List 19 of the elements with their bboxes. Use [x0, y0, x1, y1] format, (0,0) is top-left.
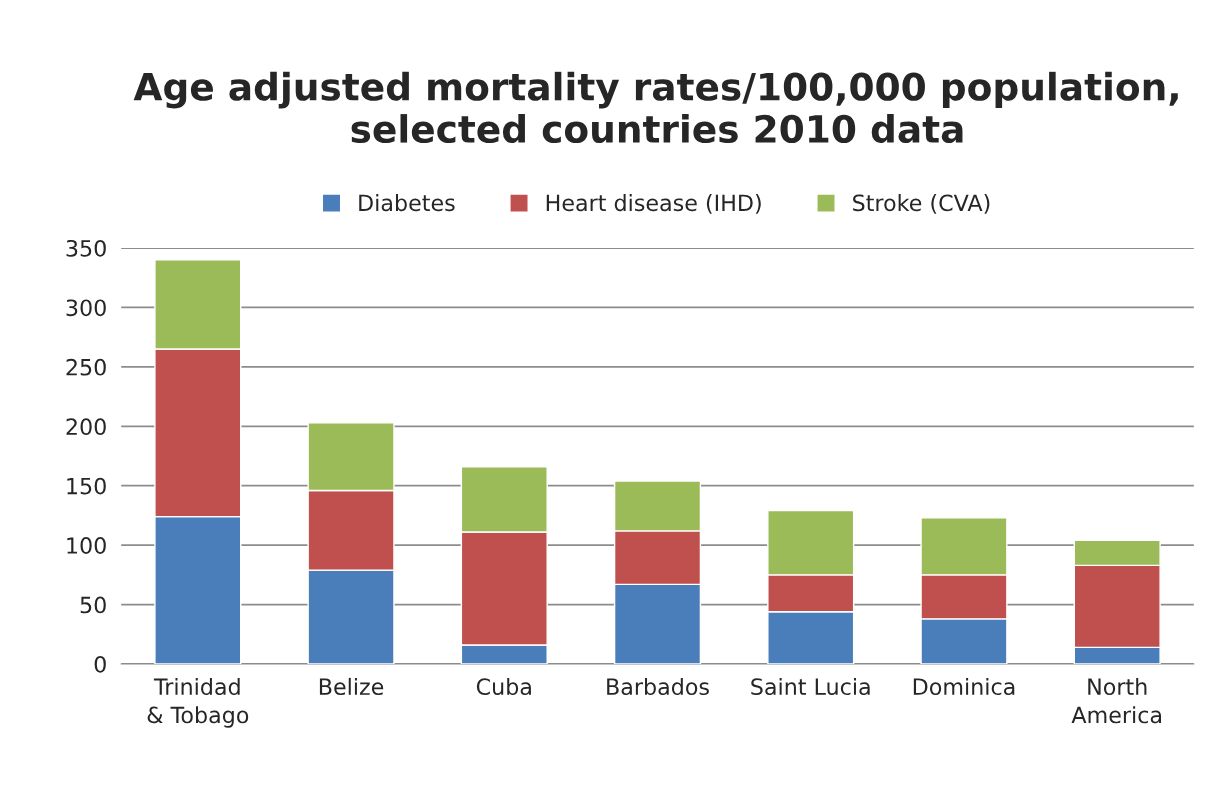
legend-label: Stroke (CVA) — [853, 194, 990, 214]
y-tick-label: 50 — [80, 596, 106, 614]
chart-title: Age adjusted mortality rates/100,000 population, selected countries 2010 data — [133, 71, 1178, 144]
y-tick-label: 350 — [66, 239, 106, 257]
y-tick-label: 200 — [66, 418, 106, 436]
x-tick-label: Barbados — [607, 677, 709, 696]
legend-label: Heart disease (IHD) — [546, 194, 761, 214]
x-tick-label: North America — [1071, 677, 1162, 724]
x-tick-label: Saint Lucia — [751, 677, 870, 696]
y-tick-label: 300 — [66, 299, 106, 317]
y-tick-label: 250 — [66, 358, 106, 376]
y-tick-label: 100 — [67, 537, 106, 554]
x-tick-label: Trinidad & Tobago — [147, 677, 249, 728]
x-tick-label: Cuba — [476, 677, 531, 696]
x-tick-label: Belize — [319, 677, 384, 696]
x-tick-label: Dominica — [913, 677, 1015, 696]
legend-label: Diabetes — [359, 194, 455, 212]
y-tick-label: 150 — [67, 477, 106, 495]
y-tick-label: 0 — [94, 655, 106, 673]
